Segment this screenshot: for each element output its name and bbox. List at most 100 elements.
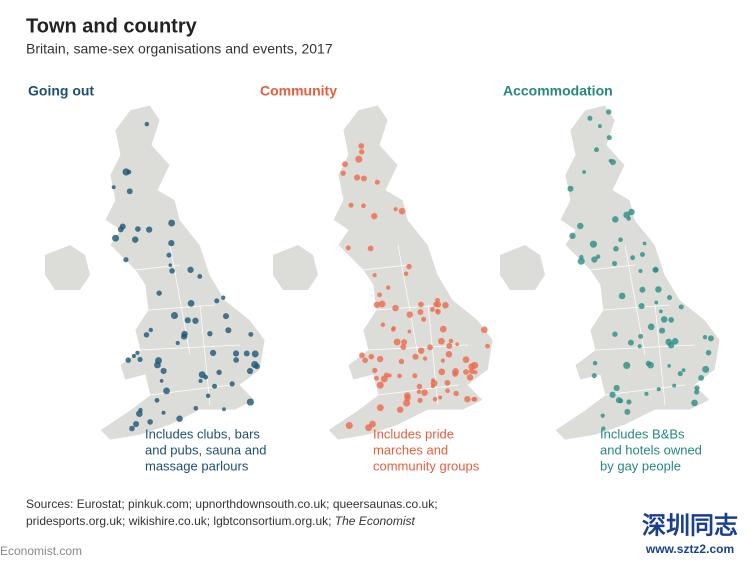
location-dot (668, 317, 674, 323)
location-dot (702, 365, 710, 373)
panel-note: and pubs, sauna and (145, 442, 266, 457)
location-dot (221, 295, 226, 300)
location-dot (404, 392, 411, 399)
location-dot (168, 240, 175, 247)
location-dot (406, 263, 412, 270)
location-dot (589, 240, 597, 248)
location-dot (481, 326, 488, 334)
sources: Sources: Eurostat; pinkuk.com; upnorthdo… (26, 497, 438, 511)
location-dot (430, 384, 435, 389)
location-dot (216, 369, 222, 376)
location-dot (358, 143, 365, 149)
location-dot (225, 327, 232, 334)
location-dot (377, 355, 384, 363)
location-dot (393, 207, 398, 212)
location-dot (129, 425, 135, 432)
panel-note: Includes pride (373, 426, 454, 441)
location-dot (372, 273, 377, 278)
panel-title: Going out (28, 83, 94, 99)
location-dot (442, 301, 449, 309)
location-dot (126, 169, 132, 175)
location-dot (378, 300, 386, 308)
location-dot (212, 383, 218, 389)
location-dot (464, 395, 471, 403)
location-dot (348, 202, 354, 208)
location-dot (125, 357, 131, 363)
location-dot (251, 361, 259, 369)
location-dot (455, 342, 460, 347)
location-dot (398, 207, 406, 215)
location-dot (383, 372, 390, 378)
location-dot (401, 339, 408, 346)
panel-note: Includes B&Bs (600, 426, 685, 441)
location-dot (612, 331, 618, 337)
location-dot (618, 237, 623, 242)
location-dot (361, 203, 366, 209)
location-dot (601, 426, 606, 431)
location-dot (416, 383, 423, 390)
location-dot (579, 254, 584, 260)
location-dot (407, 329, 412, 334)
map (499, 104, 721, 441)
location-dot (656, 387, 661, 392)
location-dot (453, 390, 459, 397)
location-dot (694, 389, 700, 395)
location-dot (694, 385, 700, 391)
location-dot (392, 304, 399, 312)
location-dot (170, 311, 178, 320)
location-dot (446, 342, 453, 349)
location-dot (166, 252, 172, 258)
location-dot (440, 358, 445, 363)
panel-note: by gay people (600, 458, 681, 473)
location-dot (591, 256, 598, 263)
location-dot (417, 347, 425, 354)
location-dot (468, 368, 475, 375)
location-dot (131, 236, 139, 243)
location-dot (161, 410, 166, 415)
location-dot (168, 263, 173, 267)
location-dot (355, 155, 363, 163)
location-dot (147, 419, 153, 425)
location-dot (159, 379, 164, 383)
location-dot (248, 331, 254, 337)
location-dot (345, 245, 351, 251)
location-dot (638, 268, 643, 274)
location-dot (569, 232, 576, 240)
location-dot (463, 369, 469, 375)
location-dot (678, 304, 684, 310)
location-dot (246, 367, 254, 375)
location-dot (181, 333, 188, 340)
location-dot (439, 325, 447, 333)
location-dot (187, 266, 194, 273)
location-dot (193, 406, 199, 411)
location-dot (154, 361, 161, 369)
location-dot (359, 352, 365, 359)
location-dot (148, 327, 153, 333)
location-dot (154, 397, 160, 403)
sources: pridesports.org.uk; wikishire.co.uk; lgb… (26, 514, 415, 528)
location-dot (192, 317, 199, 324)
location-dot (353, 174, 361, 181)
location-dot (431, 378, 436, 383)
location-dot (438, 368, 446, 376)
location-dot (600, 413, 605, 418)
location-dot (613, 384, 620, 392)
location-dot (137, 356, 143, 362)
location-dot (591, 373, 597, 379)
location-dot (485, 343, 490, 349)
location-dot (176, 415, 183, 423)
location-dot (205, 393, 211, 399)
location-dot (372, 367, 378, 374)
location-dot (427, 344, 433, 351)
location-dot (577, 222, 584, 230)
location-dot (112, 234, 119, 242)
location-dot (610, 159, 616, 166)
location-dot (400, 343, 407, 350)
location-dot (606, 109, 612, 115)
location-dot (209, 349, 217, 357)
location-dot (377, 292, 382, 298)
location-dot (229, 381, 235, 387)
location-dot (638, 303, 645, 310)
location-dot (246, 398, 254, 406)
location-dot (430, 307, 435, 312)
